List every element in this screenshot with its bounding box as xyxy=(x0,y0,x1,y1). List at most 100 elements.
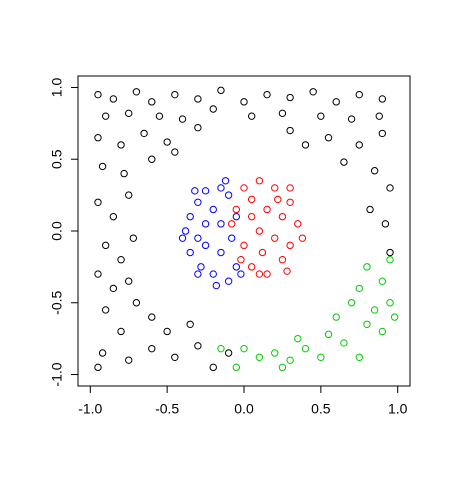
point xyxy=(117,256,125,264)
point xyxy=(386,299,394,307)
y-tick-label: 0.5 xyxy=(49,149,65,169)
point xyxy=(125,356,133,364)
point xyxy=(378,277,387,285)
point xyxy=(163,138,171,146)
point xyxy=(101,306,110,314)
point xyxy=(178,115,187,123)
point xyxy=(324,330,333,339)
point xyxy=(278,363,287,372)
point xyxy=(232,212,241,221)
point xyxy=(232,205,241,214)
point xyxy=(201,220,210,228)
point xyxy=(94,198,102,206)
point xyxy=(294,220,302,228)
point xyxy=(194,234,202,242)
point xyxy=(278,212,287,221)
point xyxy=(317,112,325,120)
x-tick-label: -0.5 xyxy=(155,401,179,417)
point xyxy=(286,241,294,250)
point xyxy=(94,90,102,99)
point xyxy=(163,327,171,336)
plot-box xyxy=(77,75,411,387)
point xyxy=(263,205,271,214)
point xyxy=(355,353,363,361)
point xyxy=(263,90,271,99)
point xyxy=(347,299,356,307)
point xyxy=(217,184,225,192)
point xyxy=(94,270,102,278)
point xyxy=(94,134,102,142)
point xyxy=(109,212,118,221)
y-tick-label: -1.0 xyxy=(49,362,65,386)
x-tick-label: 0.5 xyxy=(311,401,331,417)
point xyxy=(263,270,271,278)
point xyxy=(378,327,387,336)
point xyxy=(194,123,202,132)
point xyxy=(237,256,245,264)
point xyxy=(186,248,194,257)
point xyxy=(201,241,210,250)
point xyxy=(217,86,225,95)
point xyxy=(224,191,233,199)
point xyxy=(132,299,141,307)
point xyxy=(247,263,256,271)
point xyxy=(324,134,333,142)
point xyxy=(224,349,233,357)
point xyxy=(228,220,236,228)
point xyxy=(255,270,264,278)
point xyxy=(301,141,310,149)
point xyxy=(355,141,363,149)
point xyxy=(294,334,302,343)
point xyxy=(201,187,210,195)
point xyxy=(178,234,187,242)
point xyxy=(129,234,138,242)
point xyxy=(301,344,310,353)
y-tick-label: -0.5 xyxy=(49,290,65,314)
point xyxy=(194,270,202,278)
point xyxy=(109,284,118,293)
point xyxy=(286,126,294,135)
x-tick-label: -1.0 xyxy=(78,401,102,417)
y-tick-label: 1.0 xyxy=(49,78,65,98)
point xyxy=(209,363,217,372)
point xyxy=(181,227,190,235)
point xyxy=(286,356,294,364)
point xyxy=(140,129,148,138)
point xyxy=(171,353,179,361)
point xyxy=(386,184,394,192)
point xyxy=(363,320,371,328)
point xyxy=(240,184,248,192)
point xyxy=(148,313,156,321)
point xyxy=(255,353,264,361)
point xyxy=(191,187,199,195)
point xyxy=(186,212,194,221)
point xyxy=(101,241,110,250)
point xyxy=(194,95,202,103)
point xyxy=(94,363,102,372)
point xyxy=(255,227,264,235)
point xyxy=(171,90,179,99)
point xyxy=(386,248,394,257)
point xyxy=(209,105,217,113)
point xyxy=(224,277,233,285)
point xyxy=(212,281,221,290)
point xyxy=(309,88,317,96)
point xyxy=(258,248,267,257)
point xyxy=(332,313,340,321)
point xyxy=(332,98,340,106)
x-tick-label: 0.0 xyxy=(234,401,254,417)
point xyxy=(271,349,279,357)
point xyxy=(347,115,356,123)
point xyxy=(283,267,291,275)
point xyxy=(247,195,256,204)
point xyxy=(117,327,125,336)
point xyxy=(232,263,241,271)
point xyxy=(340,339,348,347)
point xyxy=(298,234,307,242)
point xyxy=(221,177,230,185)
point xyxy=(155,112,164,120)
point xyxy=(355,284,363,293)
point xyxy=(132,88,141,96)
point xyxy=(278,256,287,264)
